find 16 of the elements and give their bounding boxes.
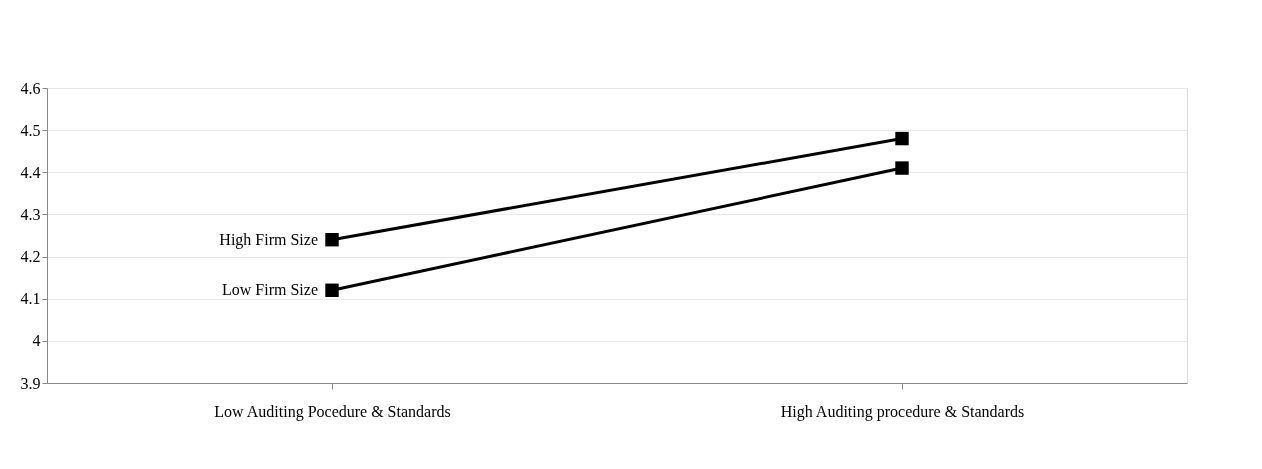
point [895,131,909,146]
point [325,233,339,247]
y-tick-label: 4.2 [20,248,41,266]
point [895,161,909,175]
series-label: High Firm Size [219,230,318,249]
y-tick-label: 4.6 [20,79,41,97]
y-tick-label: 4 [32,332,41,350]
y-tick-label: 4.5 [20,121,41,139]
y-tick-label: 4.3 [20,205,41,223]
x-tick-label: Low Auditing Pocedure & Standards [214,402,451,421]
x-tick-label: High Auditing procedure & Standards [780,402,1025,421]
series-label: Low Firm Size [222,281,318,299]
y-tick-label: 4.1 [20,290,41,308]
y-tick-label: 4.4 [20,163,41,181]
y-tick-label: 3.9 [20,374,41,392]
point [325,283,339,297]
